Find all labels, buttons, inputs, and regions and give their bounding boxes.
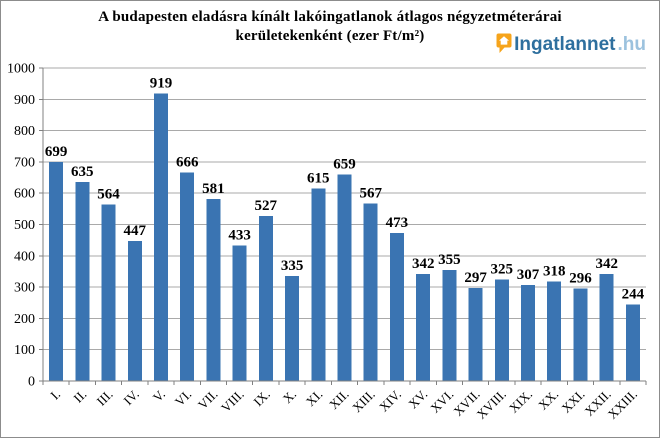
y-tick-label: 800 bbox=[14, 124, 35, 139]
y-tick-label: 400 bbox=[14, 249, 35, 264]
bar bbox=[311, 188, 326, 381]
bar-value-label: 325 bbox=[491, 261, 514, 277]
bar-value-label: 699 bbox=[45, 144, 68, 160]
logo-tld-text: .hu bbox=[617, 34, 647, 55]
bar-value-label: 581 bbox=[202, 181, 225, 197]
bar bbox=[468, 288, 483, 381]
bar bbox=[599, 274, 614, 381]
y-tick-label: 0 bbox=[28, 375, 35, 390]
bar bbox=[625, 304, 640, 381]
bar bbox=[206, 199, 221, 381]
y-tick-label: 1000 bbox=[7, 62, 35, 77]
bar bbox=[154, 93, 168, 382]
x-tick-label: VII. bbox=[195, 387, 221, 413]
chart-title: A budapesten eladásra kínált lakóingatla… bbox=[1, 8, 659, 46]
bar bbox=[573, 288, 588, 381]
x-tick-label: XI. bbox=[303, 387, 326, 410]
bar-value-label: 919 bbox=[150, 75, 173, 91]
bar-value-label: 318 bbox=[543, 264, 566, 280]
bar bbox=[285, 276, 300, 381]
x-tick-label: I. bbox=[47, 387, 63, 403]
bar-value-label: 666 bbox=[176, 155, 199, 171]
bar bbox=[258, 216, 273, 381]
x-tick-label: XII. bbox=[326, 387, 352, 413]
bar bbox=[547, 281, 562, 381]
bar bbox=[442, 269, 457, 381]
bar-value-label: 635 bbox=[71, 164, 94, 180]
x-tick-label: III. bbox=[94, 387, 116, 409]
x-tick-label: XXIII. bbox=[605, 387, 640, 422]
bar bbox=[494, 279, 509, 381]
bar-value-label: 296 bbox=[569, 270, 592, 286]
chart-title-line1: A budapesten eladásra kínált lakóingatla… bbox=[98, 9, 562, 25]
bar-value-label: 659 bbox=[333, 157, 356, 173]
x-tick-label: V. bbox=[150, 387, 168, 405]
bar-value-label: 564 bbox=[97, 187, 120, 203]
y-tick-label: 900 bbox=[14, 93, 35, 108]
x-tick-label: IX. bbox=[250, 387, 273, 410]
x-tick-label: XIII. bbox=[349, 387, 378, 416]
x-tick-label: IV. bbox=[120, 387, 141, 408]
bar bbox=[180, 172, 195, 381]
bar bbox=[363, 203, 378, 381]
x-tick-label: XIV. bbox=[376, 387, 404, 415]
y-tick-label: 500 bbox=[14, 218, 35, 233]
x-tick-label: XVI. bbox=[427, 387, 456, 416]
bar bbox=[75, 182, 90, 381]
x-tick-label: XXI. bbox=[558, 387, 587, 416]
bar-value-label: 244 bbox=[622, 287, 645, 303]
x-tick-label: XV. bbox=[405, 387, 430, 412]
ingatlannet-logo[interactable]: Ingatlannet .hu bbox=[496, 33, 647, 56]
bar-value-label: 567 bbox=[359, 186, 382, 202]
y-tick-label: 300 bbox=[14, 281, 35, 296]
bar bbox=[232, 245, 247, 381]
bar-value-label: 335 bbox=[281, 258, 304, 274]
bar-value-label: 433 bbox=[228, 228, 251, 244]
y-tick-label: 600 bbox=[14, 187, 35, 202]
bar-value-label: 355 bbox=[438, 252, 461, 268]
chart-title-line2: kerületekenként (ezer Ft/m²) bbox=[235, 28, 425, 44]
x-tick-label: XIX. bbox=[506, 387, 535, 416]
bar-value-label: 342 bbox=[595, 256, 618, 272]
bar bbox=[127, 241, 142, 381]
x-tick-label: X. bbox=[280, 387, 300, 407]
bar bbox=[416, 274, 431, 381]
bar-value-label: 297 bbox=[464, 270, 487, 286]
bar bbox=[101, 204, 116, 381]
y-tick-label: 700 bbox=[14, 155, 35, 170]
bar-value-label: 447 bbox=[124, 223, 147, 239]
x-tick-label: XVIII. bbox=[474, 387, 509, 422]
house-pin-icon bbox=[496, 33, 512, 53]
bar-value-label: 473 bbox=[386, 215, 409, 231]
y-tick-label: 200 bbox=[14, 312, 35, 327]
y-tick-label: 100 bbox=[14, 343, 35, 358]
x-tick-label: XX. bbox=[535, 387, 561, 413]
x-tick-label: VI. bbox=[172, 387, 195, 410]
bar bbox=[389, 233, 404, 381]
bar-value-label: 527 bbox=[255, 198, 278, 214]
bar bbox=[49, 162, 64, 381]
x-tick-label: VIII. bbox=[218, 387, 247, 416]
bar bbox=[337, 174, 352, 381]
bar-value-label: 307 bbox=[517, 267, 540, 283]
bar-value-label: 342 bbox=[412, 256, 435, 272]
bar bbox=[521, 284, 535, 381]
bar-value-label: 615 bbox=[307, 171, 330, 187]
x-tick-label: II. bbox=[70, 387, 89, 406]
logo-brand-text: Ingatlannet bbox=[514, 34, 616, 55]
